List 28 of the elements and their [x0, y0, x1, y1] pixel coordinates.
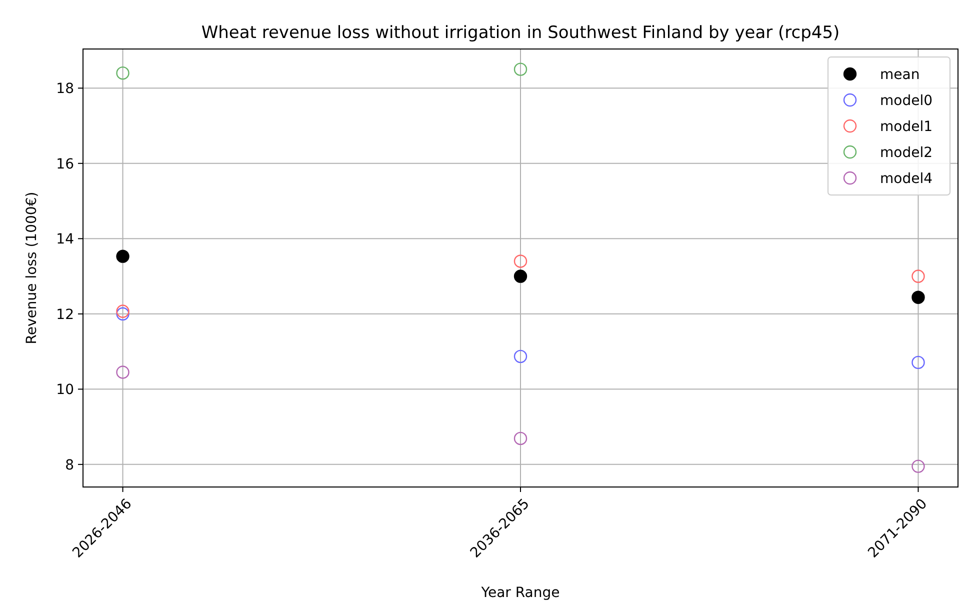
y-tick-label: 14: [56, 232, 74, 248]
point: [912, 460, 925, 473]
legend-label: model0: [880, 92, 932, 109]
point: [116, 307, 130, 321]
point: [514, 62, 528, 76]
legend-label: model2: [880, 144, 932, 161]
point: [514, 270, 528, 283]
chart-title: Wheat revenue loss without irrigation in Southwest Finland by year (rcp45): [201, 23, 840, 43]
y-axis-title: Revenue loss (1000€): [24, 192, 40, 344]
point: [514, 254, 528, 268]
legend-label: mean: [880, 66, 920, 83]
y-tick-label: 8: [65, 457, 74, 474]
y-tick-label: 18: [56, 81, 74, 98]
y-tick-label: 12: [56, 306, 74, 323]
point: [912, 356, 925, 370]
point: [116, 250, 130, 263]
point: [912, 270, 925, 283]
point: [116, 304, 130, 318]
legend-label: model4: [880, 170, 933, 187]
y-tick-label: 10: [56, 382, 74, 398]
point: [116, 366, 130, 379]
y-tick-label: 16: [56, 156, 74, 172]
x-axis-title: Year Range: [480, 585, 560, 601]
point: [514, 350, 528, 364]
point: [116, 66, 130, 80]
legend-label: model1: [880, 118, 932, 135]
point: [514, 432, 528, 446]
point: [912, 290, 925, 304]
